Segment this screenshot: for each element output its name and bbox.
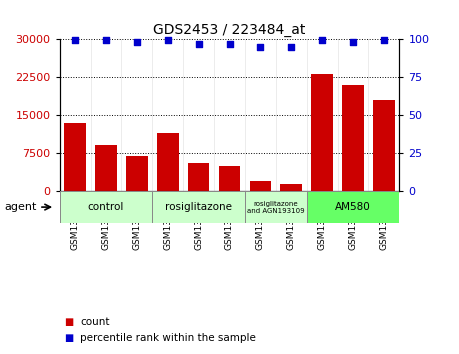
Point [380,38,387,43]
Bar [280,183,302,191]
Title: GDS2453 / 223484_at: GDS2453 / 223484_at [153,23,306,36]
Point [72,38,79,43]
Text: rosiglitazone: rosiglitazone [165,202,232,212]
Bar [218,166,241,191]
Bar [95,145,117,191]
Point [133,39,140,45]
Bar [152,191,245,223]
Point [164,38,171,43]
Text: AM580: AM580 [335,202,371,212]
FancyBboxPatch shape [60,191,399,223]
Text: rosiglitazone
and AGN193109: rosiglitazone and AGN193109 [247,201,305,213]
Point [195,41,202,46]
Bar [250,181,271,191]
Point [319,38,326,43]
Text: count: count [80,317,110,327]
Text: agent: agent [5,202,37,212]
Bar [342,85,364,191]
Point [257,44,264,49]
Bar [311,74,333,191]
Point [349,39,357,45]
Bar [307,191,399,223]
Point [288,44,295,49]
Bar [126,156,148,191]
Text: control: control [88,202,124,212]
Bar [64,123,86,191]
Text: percentile rank within the sample: percentile rank within the sample [80,333,256,343]
Point [226,41,233,46]
Bar [60,191,152,223]
Bar [373,100,395,191]
Text: ■: ■ [64,317,73,327]
Bar [157,133,179,191]
Bar [188,163,209,191]
Text: ■: ■ [64,333,73,343]
Point [102,38,110,43]
Bar [245,191,307,223]
